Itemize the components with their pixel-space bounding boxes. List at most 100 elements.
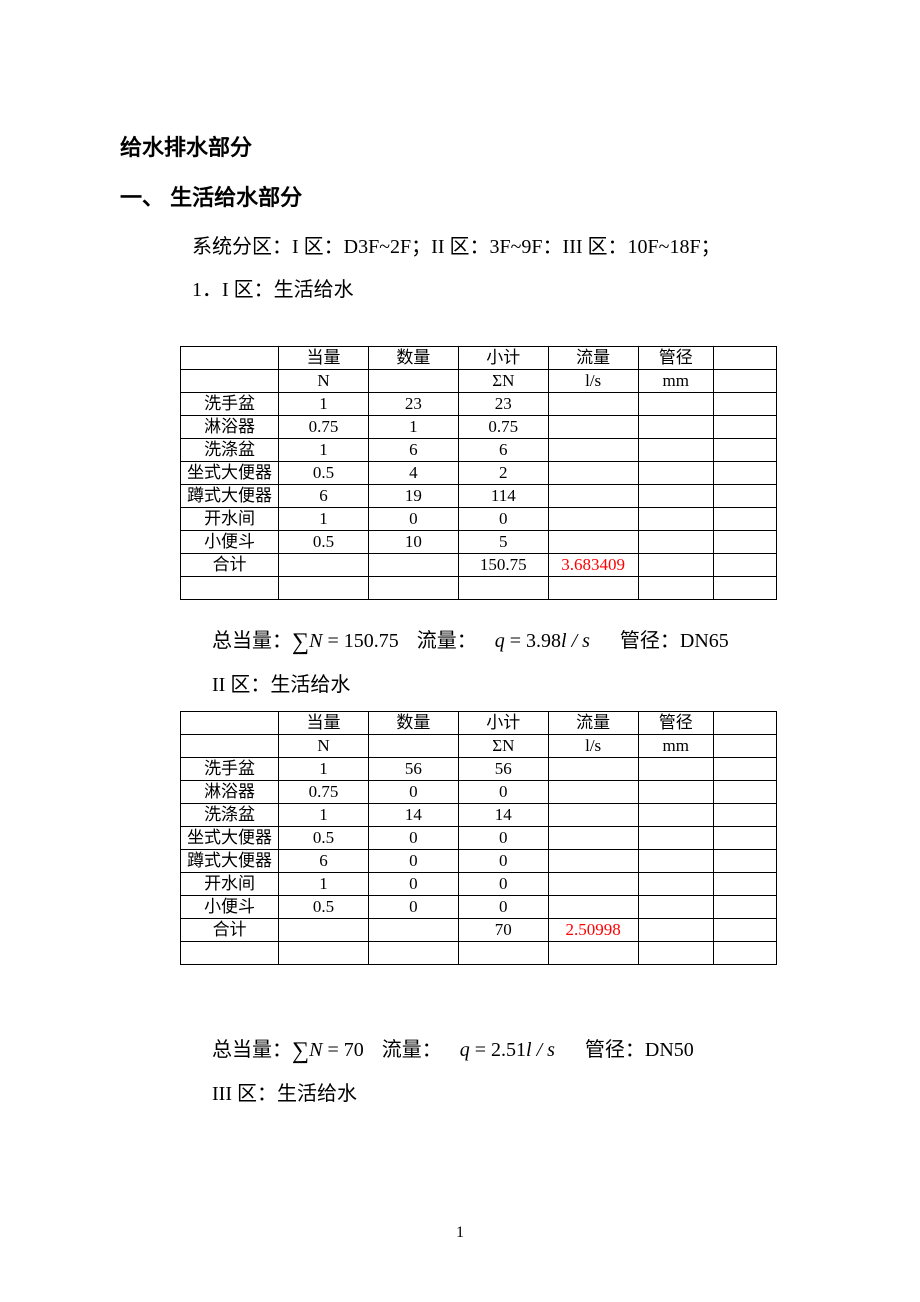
cell xyxy=(638,781,713,804)
th: ΣN xyxy=(458,735,548,758)
cell xyxy=(279,942,369,965)
cell xyxy=(638,850,713,873)
table-row: 蹲式大便器600 xyxy=(181,850,777,873)
cell: 洗手盆 xyxy=(181,758,279,781)
table-zone-2: 当量 数量 小计 流量 管径 N ΣN l/s mm 洗手盆15656 淋浴器0… xyxy=(180,711,777,965)
sum-value: = 70 xyxy=(322,1039,363,1061)
cell: 150.75 xyxy=(458,554,548,577)
table-header-row-2: N ΣN l/s mm xyxy=(181,735,777,758)
cell xyxy=(548,942,638,965)
spacer xyxy=(120,316,800,346)
th: 小计 xyxy=(458,712,548,735)
cell: 1 xyxy=(279,439,369,462)
section-3-title: III 区：生活给水 xyxy=(120,1077,800,1106)
cell xyxy=(638,758,713,781)
table-total-row: 合计 150.753.683409 xyxy=(181,554,777,577)
cell xyxy=(713,508,776,531)
cell: 0.5 xyxy=(279,462,369,485)
cell xyxy=(638,896,713,919)
th: 流量 xyxy=(548,712,638,735)
cell-flow-total: 2.50998 xyxy=(548,919,638,942)
cell xyxy=(548,896,638,919)
sum-value: = 150.75 xyxy=(322,630,398,652)
flow-label: 流量： xyxy=(382,1033,442,1062)
cell: 0 xyxy=(368,827,458,850)
cell xyxy=(638,508,713,531)
cell-flow-total: 3.683409 xyxy=(548,554,638,577)
cell xyxy=(638,462,713,485)
cell: 4 xyxy=(368,462,458,485)
table-row: 开水间100 xyxy=(181,508,777,531)
cell xyxy=(638,554,713,577)
th xyxy=(713,370,776,393)
dia-value: DN65 xyxy=(680,630,729,652)
page-number: 1 xyxy=(0,1224,920,1242)
cell xyxy=(713,416,776,439)
cell xyxy=(548,577,638,600)
cell: 19 xyxy=(368,485,458,508)
cell: 1 xyxy=(279,758,369,781)
cell: 洗涤盆 xyxy=(181,439,279,462)
cell: 洗手盆 xyxy=(181,393,279,416)
summary-zone-1: 总当量：∑N = 150.75流量：q = 3.98l / s管径：DN65 xyxy=(120,624,800,654)
table-header-row-1: 当量 数量 小计 流量 管径 xyxy=(181,347,777,370)
heading-section-1: 一、 生活给水部分 xyxy=(120,180,800,212)
cell: 23 xyxy=(458,393,548,416)
sum-label: 总当量： xyxy=(212,1033,292,1062)
th xyxy=(181,735,279,758)
table-row: 开水间100 xyxy=(181,873,777,896)
th: 流量 xyxy=(548,347,638,370)
th: ΣN xyxy=(458,370,548,393)
cell: 6 xyxy=(279,485,369,508)
cell xyxy=(548,781,638,804)
cell: 蹲式大便器 xyxy=(181,850,279,873)
sum-var: N xyxy=(309,630,322,652)
cell: 0 xyxy=(458,508,548,531)
th: 当量 xyxy=(279,347,369,370)
cell: 坐式大便器 xyxy=(181,462,279,485)
cell xyxy=(548,850,638,873)
flow-label: 流量： xyxy=(417,624,477,653)
cell: 洗涤盆 xyxy=(181,804,279,827)
cell xyxy=(279,919,369,942)
cell: 0.75 xyxy=(458,416,548,439)
cell xyxy=(638,804,713,827)
cell: 0 xyxy=(368,781,458,804)
cell xyxy=(713,781,776,804)
cell xyxy=(713,462,776,485)
dia-label: 管径： xyxy=(620,624,680,653)
cell xyxy=(279,554,369,577)
cell: 14 xyxy=(368,804,458,827)
cell: 淋浴器 xyxy=(181,416,279,439)
table-row: 洗涤盆11414 xyxy=(181,804,777,827)
sigma-symbol: ∑ xyxy=(292,629,309,655)
cell: 10 xyxy=(368,531,458,554)
flow-var: q xyxy=(495,630,505,652)
cell xyxy=(181,577,279,600)
cell xyxy=(638,393,713,416)
th xyxy=(181,347,279,370)
sum-label: 总当量： xyxy=(212,624,292,653)
th xyxy=(713,735,776,758)
cell: 0.5 xyxy=(279,827,369,850)
table-zone-1: 当量 数量 小计 流量 管径 N ΣN l/s mm 洗手盆12323 淋浴器0… xyxy=(180,346,777,600)
table-row: 坐式大便器0.542 xyxy=(181,462,777,485)
zones-line: 系统分区：I 区：D3F~2F；II 区：3F~9F：III 区：10F~18F… xyxy=(120,230,800,259)
flow-value: = 3.98 xyxy=(505,630,561,652)
cell: 70 xyxy=(458,919,548,942)
th: mm xyxy=(638,370,713,393)
cell: 0.75 xyxy=(279,416,369,439)
th xyxy=(368,735,458,758)
cell: 合计 xyxy=(181,554,279,577)
th: 数量 xyxy=(368,347,458,370)
cell: 0.5 xyxy=(279,896,369,919)
cell xyxy=(713,531,776,554)
th: 管径 xyxy=(638,347,713,370)
cell xyxy=(548,531,638,554)
th: 管径 xyxy=(638,712,713,735)
flow-unit-s: / s xyxy=(567,630,590,652)
table-row: 淋浴器0.7510.75 xyxy=(181,416,777,439)
cell: 23 xyxy=(368,393,458,416)
flow-unit-s: / s xyxy=(532,1039,555,1061)
cell xyxy=(713,758,776,781)
